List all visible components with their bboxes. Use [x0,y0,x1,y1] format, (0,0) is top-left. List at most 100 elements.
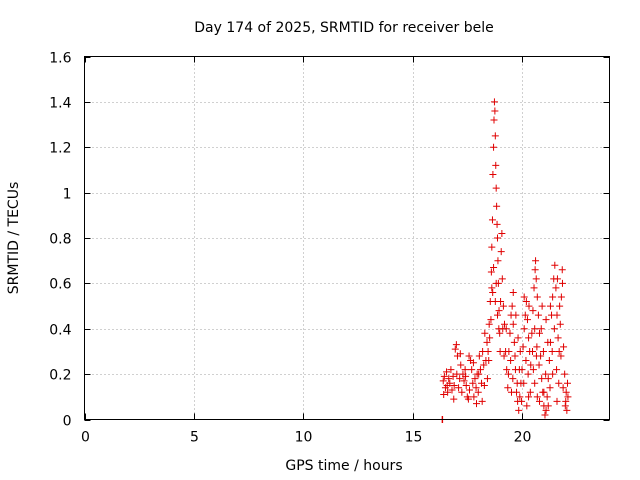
data-point [490,116,498,124]
data-point [455,384,463,392]
data-point [508,388,515,396]
data-point [529,307,537,315]
data-point [538,375,546,383]
data-point [533,293,541,301]
data-point [460,377,468,385]
data-point [533,343,541,351]
data-point [521,311,529,319]
data-point [555,347,563,355]
data-point [458,388,466,396]
data-point [544,338,552,346]
data-point [544,375,552,383]
data-point [496,329,504,337]
data-point [476,366,484,374]
y-axis-label: SRMTID / TECUs [6,182,22,295]
data-point [553,397,561,405]
data-point [524,370,532,378]
data-point [542,406,550,414]
y-tick-label: 1.2 [49,141,71,157]
data-point [522,298,530,306]
data-point [445,375,453,383]
data-point [514,334,522,342]
data-point [452,341,460,349]
data-point [491,107,499,115]
data-point [532,275,540,283]
data-point [483,375,491,383]
data-point [485,320,493,328]
data-point [505,347,513,355]
y-tick-label: 0.6 [49,277,71,293]
data-point [526,388,534,396]
data-point [512,311,520,319]
data-point [497,248,505,256]
data-point [557,352,565,360]
data-point [465,352,473,360]
x-tick-label: 5 [190,430,199,446]
data-point [470,393,478,401]
data-point [509,288,517,296]
data-point [540,388,548,396]
data-point [551,261,559,269]
data-point [462,372,470,380]
y-tick-label: 1.6 [49,51,71,67]
data-point [451,345,459,353]
data-point [543,393,551,401]
data-point [548,347,556,355]
data-point [530,284,538,292]
x-tick-label: 15 [405,430,423,446]
data-point [564,393,572,401]
data-point [516,393,524,401]
data-point [502,325,510,333]
data-point [523,316,531,324]
x-tick-label: 10 [295,430,313,446]
data-point [440,372,448,380]
data-point [487,316,495,324]
y-tick-label: 0 [63,414,72,430]
data-point [515,366,523,374]
data-point [525,334,533,342]
data-point [544,402,552,410]
data-point [520,325,528,333]
data-point [469,359,477,367]
data-point [564,379,571,387]
data-point [553,366,561,374]
data-point [490,263,498,271]
data-point [531,266,539,274]
data-point [498,275,506,283]
data-point [488,216,496,224]
data-point [483,338,491,346]
data-point [462,381,470,389]
data-point [549,293,557,301]
data-point [541,411,549,419]
data-point [490,143,498,151]
y-tick-label: 0.8 [49,232,71,248]
grid [84,56,610,420]
data-point [550,325,558,333]
data-point [542,370,550,378]
data-point [561,402,569,410]
data-point [468,366,476,374]
data-point [507,357,515,365]
data-point [510,338,518,346]
x-tick-label: 0 [81,430,90,446]
data-point [531,379,539,387]
data-point [493,220,501,228]
data-point [538,302,546,310]
data-point [529,366,537,374]
data-point [546,302,554,310]
data-point [556,320,564,328]
data-point [537,325,545,333]
data-point [553,311,561,319]
data-point [492,184,500,192]
y-tick-label: 0.2 [49,368,71,384]
x-axis-label: GPS time / hours [285,458,402,474]
data-point [542,316,550,324]
data-point [489,288,497,296]
data-point [504,370,512,378]
plot-frame [84,56,610,420]
data-point [500,352,508,360]
data-point [443,381,451,389]
data-point [475,370,483,378]
data-point [495,307,503,315]
